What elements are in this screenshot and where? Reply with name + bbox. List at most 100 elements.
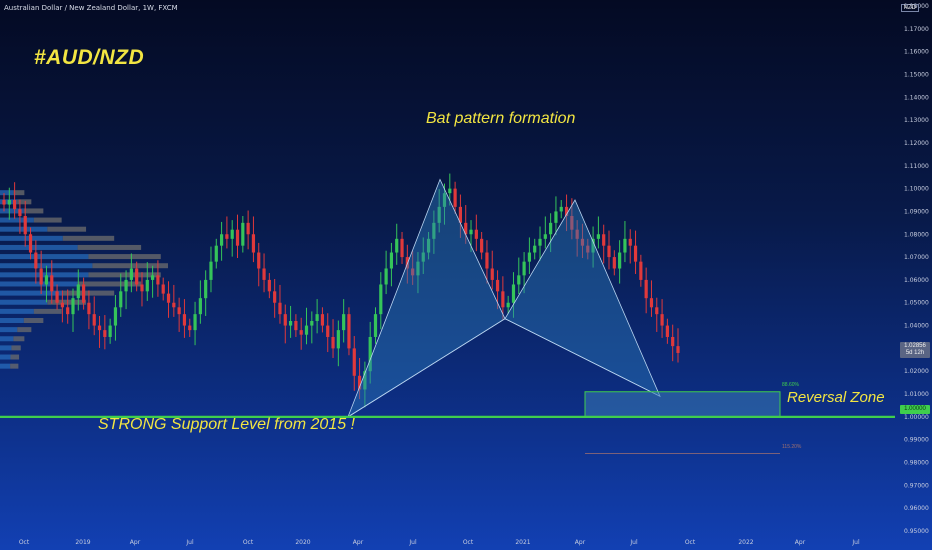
volume-profile-bar-down — [17, 199, 32, 205]
y-tick-label: 1.14000 — [904, 94, 929, 101]
candle-body — [156, 275, 160, 285]
y-tick-label: 0.97000 — [904, 482, 929, 489]
candle-body — [294, 321, 298, 331]
candle-body — [384, 268, 388, 285]
candle-body — [421, 252, 425, 262]
volume-profile-bar-down — [10, 354, 20, 360]
volume-profile-bar-down — [17, 327, 32, 333]
y-tick-label: 1.11000 — [904, 163, 929, 170]
candle-body — [251, 234, 256, 253]
candle-body — [671, 336, 675, 347]
y-tick-label: 0.95000 — [904, 528, 929, 535]
bat-pattern-xab — [347, 178, 506, 418]
candle-body — [665, 325, 669, 337]
candle-body — [660, 314, 664, 326]
x-tick-label: Jul — [629, 539, 638, 546]
volume-profile-bar-down — [33, 217, 62, 223]
candle-body — [676, 346, 680, 353]
y-tick-label: 1.04000 — [904, 323, 929, 330]
candle-body — [119, 291, 123, 308]
volume-profile-bar-up — [0, 327, 18, 333]
candle-body — [113, 307, 118, 326]
y-tick-label: 1.08000 — [904, 231, 929, 238]
candle-body — [363, 371, 367, 390]
candle-body — [570, 216, 574, 230]
candle-body — [618, 252, 622, 269]
x-tick-label: Oct — [243, 539, 254, 546]
volume-profile-bar-up — [0, 263, 93, 269]
y-tick-label: 1.13000 — [904, 117, 929, 124]
candle-body — [44, 275, 49, 285]
candle-body — [533, 245, 537, 253]
candle-body — [596, 234, 600, 239]
candle-body — [591, 238, 595, 253]
candle-body — [193, 314, 197, 331]
candle-body — [87, 302, 91, 315]
y-tick-label: 1.09000 — [904, 208, 929, 215]
candle-body — [442, 193, 447, 207]
x-tick-label: Oct — [685, 539, 696, 546]
volume-profile-bar-up — [0, 308, 34, 314]
candle-body — [347, 314, 351, 349]
y-tick-label: 1.01000 — [904, 391, 929, 398]
candle-body — [161, 284, 165, 294]
candle-body — [150, 275, 155, 280]
candle-body — [485, 252, 489, 269]
candle-body — [549, 222, 553, 235]
volume-profile-bar-down — [77, 244, 142, 250]
candle-body — [331, 336, 335, 349]
bat-pattern-xb-leg — [347, 318, 506, 418]
candle-body — [7, 200, 11, 205]
candle-body — [320, 314, 325, 326]
x-tick-label: Oct — [19, 539, 30, 546]
candle-body — [586, 245, 590, 253]
candle-body — [426, 238, 431, 253]
x-tick-label: Apr — [353, 539, 364, 546]
candle-body — [145, 279, 149, 292]
volume-profile-bar-up — [0, 254, 89, 260]
candle-body — [267, 279, 271, 292]
candle-body — [602, 234, 606, 246]
candle-body — [214, 245, 218, 262]
y-tick-label: 1.12000 — [904, 140, 929, 147]
candle-body — [288, 321, 293, 326]
candle-body — [246, 222, 250, 235]
candle-body — [342, 314, 346, 331]
y-tick-label: 0.96000 — [904, 505, 929, 512]
current-price: 1.02856 — [904, 343, 926, 349]
candle-body — [129, 268, 133, 280]
candle-body — [326, 325, 330, 337]
candle-body — [633, 245, 638, 262]
volume-profile-bar-up — [0, 208, 24, 214]
candle-body — [188, 325, 192, 331]
candle-body — [198, 298, 202, 315]
candle-body — [389, 252, 394, 269]
candle-body — [373, 314, 378, 337]
candle-body — [13, 200, 17, 210]
volume-profile-bar-down — [77, 281, 142, 287]
volume-profile-bar-up — [0, 345, 12, 351]
volume-profile-bar-down — [88, 254, 161, 260]
candle-body — [559, 206, 563, 212]
candle-body — [97, 325, 102, 331]
volume-profile-bar-up — [0, 318, 24, 323]
candle-body — [357, 375, 362, 390]
volume-profile-bar-down — [23, 318, 44, 323]
candle-body — [474, 229, 478, 239]
candle-body — [172, 302, 176, 308]
volume-profile-bar-up — [0, 336, 14, 342]
reversal-zone-box — [584, 391, 781, 418]
bat-pattern-bcd — [504, 199, 661, 398]
x-tick-label: 2021 — [515, 539, 530, 546]
y-tick-label: 1.05000 — [904, 300, 929, 307]
volume-profile-bar-down — [13, 190, 25, 196]
candle-body — [283, 314, 287, 326]
candle-body — [649, 298, 654, 308]
candle-body — [177, 307, 181, 315]
candle-body — [310, 321, 314, 326]
x-tick-label: Apr — [575, 539, 586, 546]
x-tick-label: 2020 — [295, 539, 310, 546]
candle-body — [304, 325, 309, 335]
candle-body — [379, 284, 383, 315]
